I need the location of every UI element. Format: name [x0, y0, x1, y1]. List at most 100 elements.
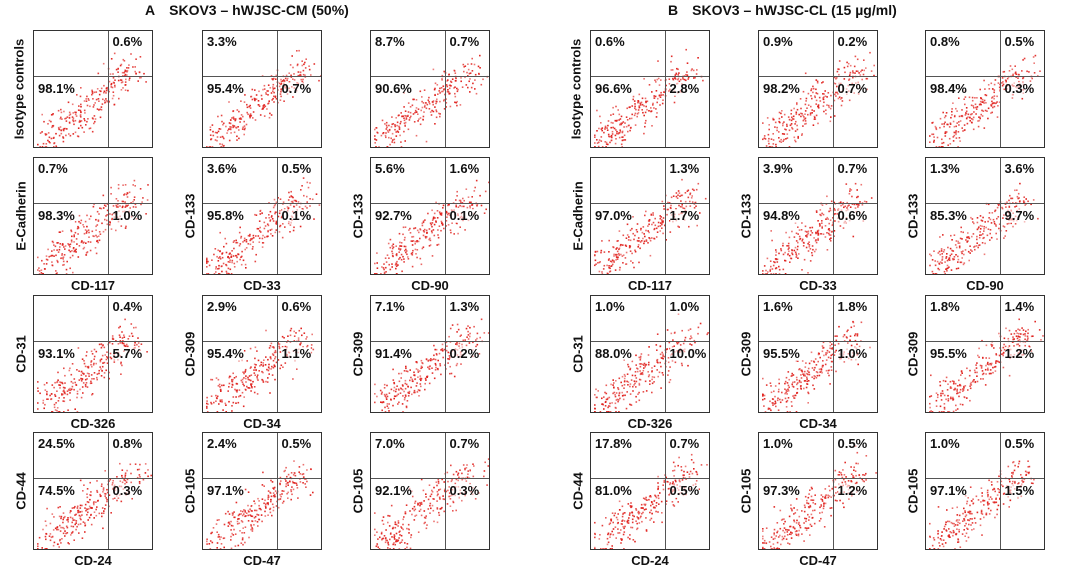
- event-dot: [674, 102, 676, 104]
- event-dot: [786, 124, 788, 126]
- event-dot: [388, 137, 390, 139]
- event-dot: [933, 136, 935, 138]
- event-dot: [456, 191, 458, 193]
- event-dot: [450, 505, 452, 507]
- event-dot: [298, 50, 300, 52]
- event-dot: [93, 501, 95, 503]
- event-dot: [269, 492, 271, 494]
- event-dot: [634, 380, 636, 382]
- event-dot: [228, 268, 230, 270]
- event-dot: [651, 237, 653, 239]
- event-dot: [269, 509, 271, 511]
- event-dot: [831, 105, 833, 107]
- event-dot: [1019, 183, 1021, 185]
- event-dot: [64, 382, 66, 384]
- event-dot: [443, 481, 445, 483]
- event-dot: [265, 217, 267, 219]
- event-dot: [422, 119, 424, 121]
- event-dot: [268, 364, 270, 366]
- event-dot: [825, 236, 827, 238]
- event-dot: [618, 399, 620, 401]
- event-dot: [438, 483, 440, 485]
- event-dot: [817, 239, 819, 241]
- event-dot: [121, 475, 123, 477]
- event-dot: [103, 512, 105, 514]
- event-dot: [96, 236, 98, 238]
- event-dot: [273, 507, 275, 509]
- event-dot: [265, 356, 267, 358]
- event-dot: [234, 132, 236, 134]
- event-dot: [298, 71, 300, 73]
- event-dot: [865, 67, 867, 69]
- event-dot: [293, 230, 295, 232]
- event-dot: [92, 393, 94, 395]
- event-dot: [791, 123, 793, 125]
- event-dot: [939, 263, 941, 265]
- event-dot: [416, 240, 418, 242]
- event-dot: [101, 485, 103, 487]
- event-dot: [676, 73, 678, 75]
- event-dot: [678, 190, 680, 192]
- event-dot: [446, 345, 448, 347]
- quadrant-ul-percent: 7.1%: [375, 300, 405, 314]
- event-dot: [645, 211, 647, 213]
- event-dot: [688, 190, 690, 192]
- event-dot: [762, 270, 764, 272]
- event-dot: [80, 87, 82, 89]
- event-dot: [385, 538, 387, 540]
- event-dot: [376, 132, 378, 134]
- event-dot: [386, 122, 388, 124]
- event-dot: [978, 116, 980, 118]
- event-dot: [103, 231, 105, 233]
- event-dot: [785, 273, 787, 275]
- event-dot: [145, 472, 147, 474]
- event-dot: [231, 410, 233, 412]
- event-dot: [778, 253, 780, 255]
- event-dot: [425, 102, 427, 104]
- event-dot: [282, 490, 284, 492]
- event-dot: [817, 93, 819, 95]
- event-dot: [446, 86, 448, 88]
- event-dot: [216, 531, 218, 533]
- event-dot: [451, 479, 453, 481]
- event-dot: [262, 108, 264, 110]
- event-dot: [775, 144, 777, 146]
- event-dot: [261, 379, 263, 381]
- event-dot: [413, 113, 415, 115]
- event-dot: [625, 263, 627, 265]
- event-dot: [690, 205, 692, 207]
- event-dot: [953, 140, 955, 142]
- event-dot: [65, 245, 67, 247]
- event-dot: [828, 107, 830, 109]
- event-dot: [977, 247, 979, 249]
- event-dot: [265, 106, 267, 108]
- event-dot: [268, 496, 270, 498]
- event-dot: [111, 58, 113, 60]
- event-dot: [58, 397, 60, 399]
- event-dot: [246, 360, 248, 362]
- event-dot: [296, 204, 298, 206]
- event-dot: [387, 130, 389, 132]
- event-dot: [230, 529, 232, 531]
- event-dot: [106, 501, 108, 503]
- event-dot: [660, 79, 662, 81]
- event-dot: [440, 374, 442, 376]
- event-dot: [206, 397, 208, 399]
- event-dot: [252, 521, 254, 523]
- event-dot: [417, 391, 419, 393]
- event-dot: [635, 355, 637, 357]
- event-dot: [448, 204, 450, 206]
- event-dot: [783, 139, 785, 141]
- event-dot: [693, 190, 695, 192]
- event-dot: [52, 265, 54, 267]
- event-dot: [217, 396, 219, 398]
- event-dot: [275, 78, 277, 80]
- event-dot: [431, 226, 433, 228]
- event-dot: [1022, 98, 1024, 100]
- event-dot: [634, 103, 636, 105]
- event-dot: [619, 137, 621, 139]
- event-dot: [426, 524, 428, 526]
- event-dot: [290, 75, 292, 77]
- event-dot: [60, 527, 62, 529]
- event-dot: [411, 514, 413, 516]
